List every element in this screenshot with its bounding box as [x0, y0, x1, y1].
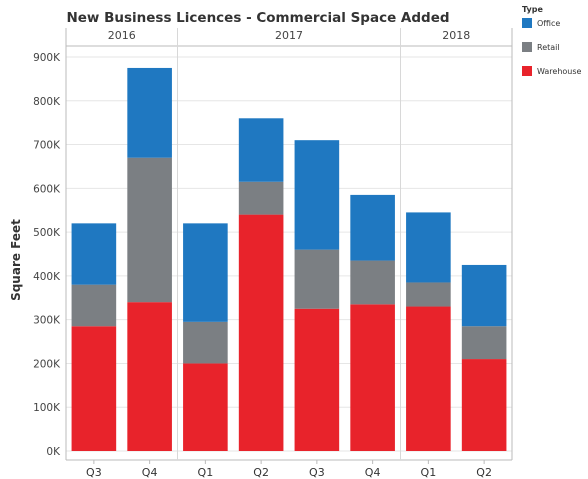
legend-swatch-office — [522, 18, 532, 28]
y-tick-label: 800K — [33, 96, 61, 108]
year-header-label: 2018 — [442, 29, 470, 42]
legend-title: Type — [522, 5, 543, 14]
bar-segment-retail[interactable] — [71, 284, 117, 327]
legend-entry-office[interactable]: Office — [537, 19, 560, 28]
bar-segment-retail[interactable] — [406, 282, 451, 307]
legend-swatch-warehouse — [522, 66, 532, 76]
bar-segment-office[interactable] — [183, 223, 228, 322]
y-tick-label: 200K — [33, 358, 61, 370]
x-tick-label: Q2 — [253, 466, 269, 479]
bar-segment-office[interactable] — [71, 223, 117, 285]
bar-segment-retail[interactable] — [350, 260, 395, 305]
y-tick-label: 900K — [33, 52, 61, 64]
bar-segment-office[interactable] — [461, 264, 507, 327]
chart-title: New Business Licences - Commercial Space… — [66, 10, 449, 26]
bar-segment-retail[interactable] — [294, 249, 340, 309]
bar-segment-retail[interactable] — [461, 326, 507, 360]
bar-segment-warehouse[interactable] — [294, 308, 340, 451]
bar-segment-retail[interactable] — [238, 181, 284, 215]
legend-entry-retail[interactable]: Retail — [537, 43, 560, 52]
bar-segment-office[interactable] — [127, 67, 172, 158]
y-tick-label: 600K — [33, 183, 61, 195]
y-tick-label: 0K — [46, 446, 61, 458]
bar-segment-office[interactable] — [238, 118, 284, 182]
year-headers: 2016 2017 2018 — [108, 28, 470, 460]
x-axis-ticks: Q3 Q4 Q1 Q2 Q3 Q4 Q1 Q2 — [86, 460, 492, 479]
legend: Type Office Retail Warehouse — [522, 5, 582, 76]
x-tick-label: Q1 — [198, 466, 214, 479]
x-tick-label: Q2 — [476, 466, 492, 479]
legend-swatch-retail — [522, 42, 532, 52]
bar-segment-office[interactable] — [350, 194, 395, 261]
y-tick-label: 100K — [33, 402, 61, 414]
bar-segment-retail[interactable] — [183, 321, 228, 364]
bar-segment-warehouse[interactable] — [71, 326, 117, 451]
x-tick-label: Q4 — [365, 466, 381, 479]
bar-segment-warehouse[interactable] — [350, 304, 395, 451]
x-tick-label: Q3 — [309, 466, 325, 479]
y-tick-label: 400K — [33, 271, 61, 283]
legend-entry-warehouse[interactable]: Warehouse — [537, 67, 582, 76]
bar-segment-office[interactable] — [406, 212, 451, 283]
year-header-label: 2016 — [108, 29, 136, 42]
bar-segment-warehouse[interactable] — [406, 306, 451, 451]
y-tick-label: 300K — [33, 315, 61, 327]
bar-segment-office[interactable] — [294, 140, 340, 250]
bar-segment-warehouse[interactable] — [238, 214, 284, 451]
year-header-label: 2017 — [275, 29, 303, 42]
x-tick-label: Q4 — [142, 466, 158, 479]
bars — [71, 67, 507, 451]
y-axis-ticks: 0K 100K 200K 300K 400K 500K 600K 700K 800K 900K — [33, 52, 61, 458]
bar-segment-warehouse[interactable] — [461, 359, 507, 451]
x-tick-label: Q1 — [421, 466, 437, 479]
y-axis-label: Square Feet — [9, 219, 23, 301]
bar-segment-warehouse[interactable] — [183, 363, 228, 451]
bar-segment-warehouse[interactable] — [127, 302, 172, 451]
y-tick-label: 700K — [33, 140, 61, 152]
y-tick-label: 500K — [33, 227, 61, 239]
bar-segment-retail[interactable] — [127, 157, 172, 303]
x-tick-label: Q3 — [86, 466, 102, 479]
